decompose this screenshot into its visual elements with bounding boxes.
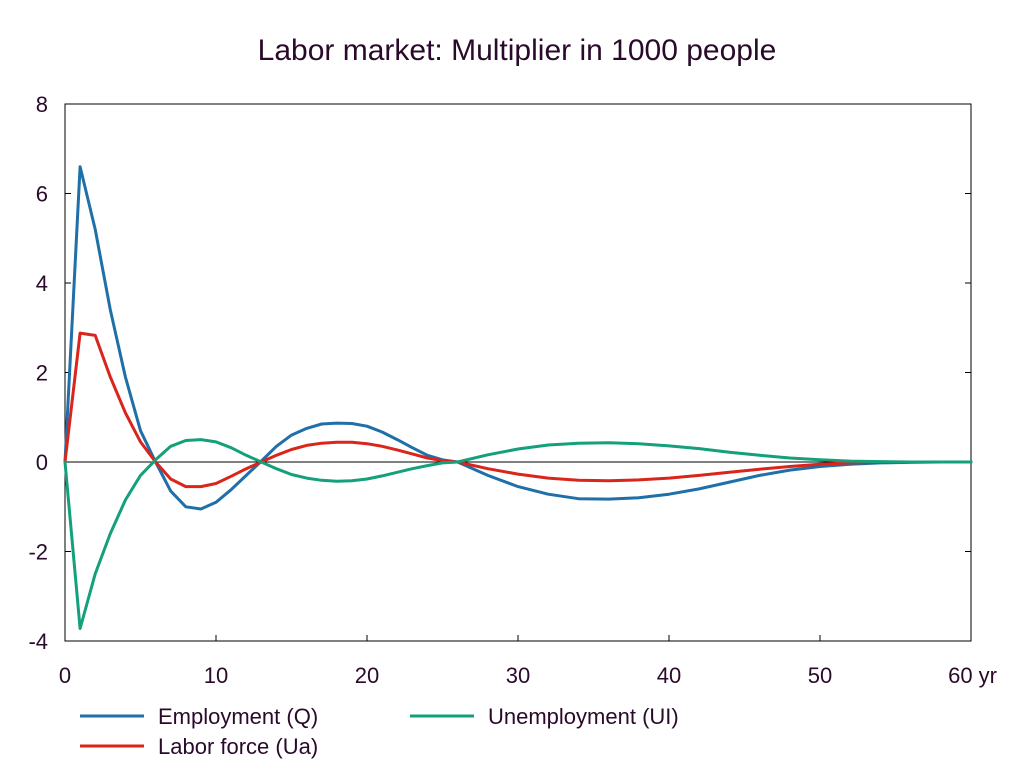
y-tick-label: 2: [36, 361, 48, 386]
y-tick-label: 4: [36, 271, 48, 296]
y-tick-label: -2: [28, 540, 48, 565]
plot-area: [64, 103, 972, 642]
legend: Employment (Q) Unemployment (UI) Labor for…: [80, 704, 679, 759]
y-tick-label: 6: [36, 182, 48, 207]
legend-item: Labor force (Ua): [80, 734, 318, 759]
legend-label: Employment (Q): [158, 704, 318, 729]
legend-item: Employment (Q): [80, 704, 318, 729]
y-tick-label: 0: [36, 450, 48, 475]
y-tick-label: -4: [28, 629, 48, 654]
series-line-2: [63, 331, 973, 489]
x-tick-label: 20: [355, 663, 379, 688]
x-tick-label: 60 yr: [948, 663, 997, 688]
series-line-1: [63, 165, 973, 511]
x-tick-label: 30: [506, 663, 530, 688]
chart-title: Labor market: Multiplier in 1000 people: [258, 34, 777, 67]
legend-label: Labor force (Ua): [158, 734, 318, 759]
tick-layer: -4 -2 0 2 4 6 8 0 10 20 30 40 50 60 yr: [28, 92, 997, 688]
series-line-3: [63, 438, 973, 630]
x-tick-label: 50: [808, 663, 832, 688]
legend-item: Unemployment (UI): [410, 704, 679, 729]
series-layer: [63, 165, 973, 630]
legend-label: Unemployment (UI): [488, 704, 679, 729]
y-tick-label: 8: [36, 92, 48, 117]
x-tick-label: 10: [204, 663, 228, 688]
x-tick-label: 40: [657, 663, 681, 688]
x-tick-label: 0: [59, 663, 71, 688]
